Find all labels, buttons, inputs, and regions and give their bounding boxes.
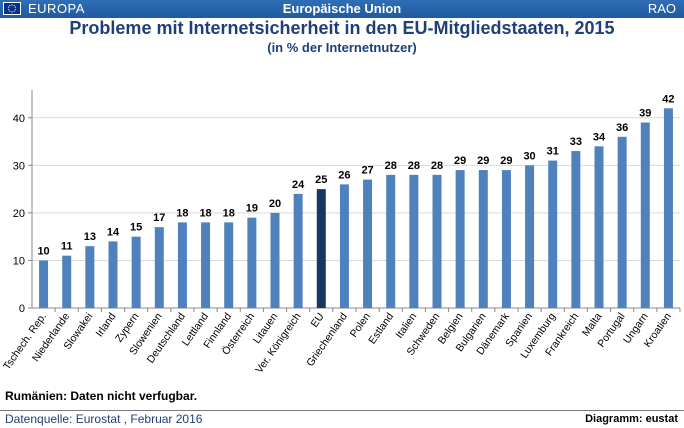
bar — [201, 222, 211, 308]
bar — [177, 222, 187, 308]
data-source: Datenquelle: Eurostat , Februar 2016 — [5, 412, 203, 426]
header-right-label: RAO — [647, 1, 676, 16]
data-label: 18 — [199, 207, 211, 219]
bar — [108, 241, 118, 308]
y-tick-label: 10 — [13, 255, 25, 267]
data-label: 28 — [408, 160, 420, 172]
bar — [409, 174, 419, 308]
y-tick-label: 20 — [13, 208, 25, 220]
bar — [85, 246, 95, 308]
y-tick-label: 0 — [19, 303, 25, 315]
data-label: 20 — [269, 198, 281, 210]
x-tick-label: EU — [309, 311, 327, 330]
data-label: 29 — [500, 155, 512, 167]
data-label: 36 — [616, 122, 628, 134]
bar — [617, 136, 627, 308]
bar — [478, 170, 488, 308]
footer-bar: Datenquelle: Eurostat , Februar 2016 Dia… — [0, 410, 684, 428]
bar — [640, 122, 650, 309]
data-label: 15 — [130, 222, 142, 234]
data-label: 30 — [523, 150, 535, 162]
bar — [525, 165, 535, 308]
data-label: 34 — [593, 131, 606, 143]
data-label: 33 — [570, 136, 582, 148]
data-label: 13 — [84, 231, 96, 243]
bar — [501, 170, 511, 308]
data-label: 18 — [223, 207, 235, 219]
x-tick-label: Estland — [366, 311, 396, 347]
header-center-label: Europäische Union — [282, 1, 402, 16]
bar — [363, 179, 373, 308]
bar — [316, 189, 326, 308]
y-tick-label: 40 — [13, 113, 25, 125]
data-label: 28 — [385, 160, 397, 172]
data-label: 10 — [37, 245, 49, 257]
data-label: 31 — [547, 146, 559, 158]
y-tick-label: 30 — [13, 160, 25, 172]
data-label: 42 — [662, 93, 674, 105]
data-label: 14 — [107, 226, 120, 238]
diagram-credit: Diagramm: eustat — [585, 413, 678, 425]
bar — [594, 146, 604, 308]
header-bar: EUROPA Europäische Union RAO — [0, 0, 684, 18]
data-label: 19 — [246, 203, 258, 215]
bar — [386, 174, 396, 308]
data-label: 25 — [315, 174, 327, 186]
data-label: 24 — [292, 179, 305, 191]
bar — [39, 260, 49, 308]
data-label: 39 — [639, 108, 651, 120]
data-label: 11 — [61, 241, 73, 253]
bar — [548, 160, 558, 308]
data-label: 28 — [431, 160, 443, 172]
data-label: 29 — [477, 155, 489, 167]
chart-title: Probleme mit Internetsicherheit in den E… — [69, 18, 615, 38]
bar — [455, 170, 465, 308]
data-label: 29 — [454, 155, 466, 167]
bar — [224, 222, 234, 308]
bar — [663, 108, 673, 309]
data-label: 18 — [176, 207, 188, 219]
bar — [293, 193, 303, 308]
bar — [270, 212, 280, 308]
eu-flag-icon — [3, 2, 21, 15]
bar — [154, 227, 164, 308]
chart-note: Rumänien: Daten nicht verfugbar. — [5, 389, 198, 403]
header-europa-label: EUROPA — [28, 1, 85, 16]
chart-subtitle: (in % der Internetnutzer) — [267, 40, 417, 55]
bar — [131, 236, 141, 308]
data-label: 17 — [153, 212, 165, 224]
data-label: 26 — [338, 169, 350, 181]
bar — [62, 255, 72, 308]
bar — [339, 184, 349, 308]
bar — [432, 174, 442, 308]
bar — [247, 217, 257, 308]
bar — [571, 151, 581, 308]
data-label: 27 — [361, 165, 373, 177]
